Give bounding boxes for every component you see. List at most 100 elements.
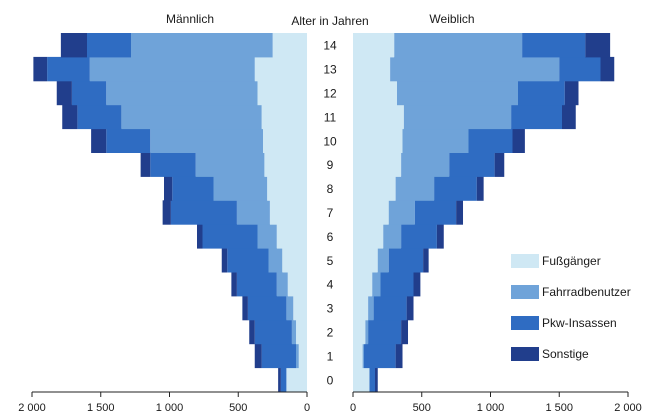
bar-male-sonstige-age-5 (221, 248, 228, 273)
bar-male-pkw-insassen-age-12 (71, 80, 107, 106)
bar-male-fahrradbenutzer-age-2 (291, 319, 297, 345)
bar-male-fahrradbenutzer-age-6 (257, 224, 277, 249)
bar-female-pkw-insassen-age-12 (518, 80, 565, 106)
bar-female-fussgaenger-age-1 (353, 343, 363, 369)
bar-male-sonstige-age-10 (91, 128, 107, 153)
legend-swatch-fussgaenger (511, 254, 539, 268)
bar-female-pkw-insassen-age-9 (449, 152, 495, 177)
bar-male-fussgaenger-age-3 (293, 295, 307, 321)
legend-label-pkw-insassen: Pkw-Insassen (542, 316, 617, 330)
bar-female-fahrradbenutzer-age-3 (368, 295, 374, 321)
bar-male-pkw-insassen-age-3 (247, 295, 287, 321)
bar-male-sonstige-age-3 (242, 295, 248, 321)
bar-female-fussgaenger-age-6 (353, 224, 384, 249)
bar-male-fussgaenger-age-2 (296, 319, 307, 345)
bar-female-fahrradbenutzer-age-11 (403, 104, 512, 130)
bar-male-sonstige-age-14 (60, 33, 87, 58)
legend-swatch-fahrradbenutzer (511, 285, 539, 299)
male-tick-label: 1 000 (156, 402, 184, 414)
bar-male-sonstige-age-7 (162, 200, 171, 225)
bar-male-fahrradbenutzer-age-9 (195, 152, 265, 177)
bar-female-fussgaenger-age-12 (353, 80, 397, 106)
bar-male-fahrradbenutzer-age-3 (286, 295, 294, 321)
bar-male-fahrradbenutzer-age-4 (276, 272, 288, 297)
bar-female-fussgaenger-age-7 (353, 200, 389, 225)
bar-female-pkw-insassen-age-2 (368, 319, 402, 345)
bar-female-pkw-insassen-age-13 (559, 56, 601, 82)
bar-female-pkw-insassen-age-5 (388, 248, 424, 273)
age-label-8: 8 (327, 182, 334, 196)
bar-female-pkw-insassen-age-4 (380, 272, 414, 297)
age-label-0: 0 (327, 373, 334, 387)
bar-male-pkw-insassen-age-0 (280, 367, 287, 392)
bar-female-pkw-insassen-age-8 (434, 176, 477, 201)
bar-female-fussgaenger-age-4 (353, 272, 373, 297)
bar-male-fussgaenger-age-12 (257, 80, 307, 106)
age-label-9: 9 (327, 158, 334, 172)
age-label-1: 1 (327, 349, 334, 363)
bar-female-sonstige-age-2 (401, 319, 409, 345)
bar-male-sonstige-age-2 (249, 319, 255, 345)
age-label-12: 12 (323, 87, 337, 101)
age-label-14: 14 (323, 39, 337, 53)
bar-male-fahrradbenutzer-age-13 (89, 56, 255, 82)
age-label-6: 6 (327, 230, 334, 244)
bar-male-fahrradbenutzer-age-5 (268, 248, 283, 273)
female-bars (353, 33, 615, 392)
male-bars (33, 33, 308, 392)
bar-male-sonstige-age-11 (62, 104, 78, 130)
male-tick-label: 1 500 (87, 402, 115, 414)
bar-female-sonstige-age-0 (375, 367, 378, 392)
age-label-7: 7 (327, 206, 334, 220)
bar-female-pkw-insassen-age-11 (511, 104, 563, 130)
bar-female-fussgaenger-age-3 (353, 295, 369, 321)
bar-female-pkw-insassen-age-6 (401, 224, 437, 249)
bar-female-fahrradbenutzer-age-5 (377, 248, 389, 273)
bar-female-fahrradbenutzer-age-10 (402, 128, 469, 153)
bar-male-fahrradbenutzer-age-7 (236, 200, 270, 225)
bar-male-pkw-insassen-age-2 (254, 319, 292, 345)
age-label-10: 10 (323, 134, 337, 148)
age-label-11: 11 (324, 110, 337, 124)
bar-male-sonstige-age-0 (278, 367, 281, 392)
female-header: Weiblich (429, 12, 474, 26)
bar-female-sonstige-age-1 (395, 343, 403, 369)
bar-female-fahrradbenutzer-age-7 (388, 200, 415, 225)
bar-male-fahrradbenutzer-age-11 (121, 104, 262, 130)
bar-male-fussgaenger-age-11 (261, 104, 308, 130)
bar-female-pkw-insassen-age-14 (522, 33, 586, 58)
bar-male-fussgaenger-age-5 (282, 248, 307, 273)
bar-female-fahrradbenutzer-age-6 (383, 224, 402, 249)
female-tick-label: 1 000 (477, 402, 505, 414)
bar-female-sonstige-age-3 (406, 295, 414, 321)
bar-male-fahrradbenutzer-age-14 (131, 33, 273, 58)
bar-female-fussgaenger-age-2 (353, 319, 366, 345)
legend-swatch-pkw-insassen (511, 316, 539, 330)
age-label-2: 2 (327, 326, 334, 340)
bar-male-pkw-insassen-age-6 (202, 224, 258, 249)
female-tick-label: 1 500 (545, 402, 573, 414)
bar-male-fahrradbenutzer-age-1 (296, 343, 299, 369)
age-label-13: 13 (323, 63, 337, 77)
bar-female-fussgaenger-age-11 (353, 104, 404, 130)
bar-male-sonstige-age-13 (33, 56, 48, 82)
bar-female-sonstige-age-11 (562, 104, 576, 130)
bar-male-fussgaenger-age-8 (267, 176, 308, 201)
bar-female-sonstige-age-4 (413, 272, 421, 297)
bar-male-pkw-insassen-age-10 (106, 128, 151, 153)
bar-female-sonstige-age-5 (423, 248, 429, 273)
bar-male-fussgaenger-age-1 (298, 343, 307, 369)
bar-male-fussgaenger-age-6 (276, 224, 307, 249)
bar-female-fahrradbenutzer-age-14 (394, 33, 523, 58)
bar-female-sonstige-age-6 (436, 224, 444, 249)
bar-female-sonstige-age-13 (600, 56, 615, 82)
bar-female-pkw-insassen-age-10 (468, 128, 513, 153)
bar-male-pkw-insassen-age-8 (172, 176, 214, 201)
female-tick-label: 0 (350, 402, 356, 414)
bar-male-fahrradbenutzer-age-12 (106, 80, 258, 106)
bar-female-pkw-insassen-age-1 (364, 343, 396, 369)
bar-female-sonstige-age-14 (585, 33, 611, 58)
bar-female-fahrradbenutzer-age-12 (397, 80, 518, 106)
bar-female-fussgaenger-age-0 (353, 367, 370, 392)
